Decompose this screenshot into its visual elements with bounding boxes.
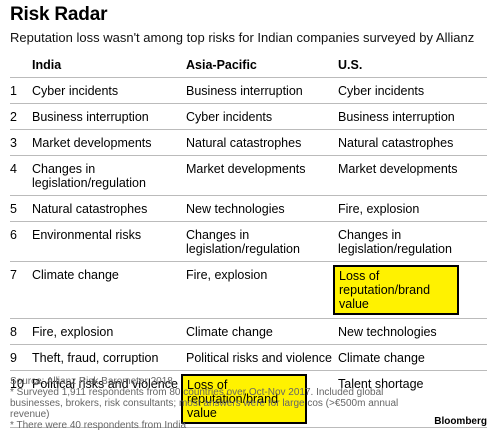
cell-asia-pacific: Market developments (186, 155, 338, 196)
chart-subtitle: Reputation loss wasn't among top risks f… (10, 30, 475, 45)
table-row: 8 Fire, explosion Climate change New techno… (10, 318, 487, 345)
survey-note: * Surveyed 1,911 respondents from 80 cou… (10, 387, 399, 420)
table-row: 3 Market developments Natural catastrophes… (10, 129, 487, 156)
cell-rank: 1 (10, 77, 32, 104)
cell-us: Market developments (338, 155, 487, 196)
cell-asia-pacific: Natural catastrophes (186, 129, 338, 156)
cell-rank: 6 (10, 221, 32, 262)
cell-us: Loss of reputation/brand value (333, 261, 487, 319)
cell-asia-pacific: Loss of reputation/brand value (181, 370, 338, 428)
table-row: 10 Political risks and violence Loss of re… (10, 370, 487, 428)
header-india: India (32, 52, 186, 78)
cell-india: Fire, explosion (32, 318, 186, 345)
table-row: 4 Changes in legislation/regulation Market… (10, 155, 487, 196)
cell-india: Changes in legislation/regulation (32, 155, 186, 196)
cell-india: Business interruption (32, 103, 186, 130)
cell-rank: 7 (10, 261, 32, 319)
cell-rank: 2 (10, 103, 32, 130)
cell-asia-pacific: Cyber incidents (186, 103, 338, 130)
table-row: 1 Cyber incidents Business interruption Cyb… (10, 77, 487, 104)
cell-india: Political risks and violence (32, 370, 186, 428)
source-note: Source: Allianz Risk Barometer 2018 (10, 376, 173, 387)
cell-rank: 5 (10, 195, 32, 222)
cell-asia-pacific: Political risks and violence (186, 344, 338, 371)
highlighted-cell-text: Loss of reputation/brand value (333, 265, 459, 315)
cell-us: Talent shortage (338, 370, 487, 428)
brand-logo: Bloomberg (434, 416, 487, 427)
header-row: India Asia-Pacific U.S. (10, 52, 487, 78)
cell-india: Cyber incidents (32, 77, 186, 104)
risk-table: India Asia-Pacific U.S. 1 Cyber incidents… (10, 52, 487, 428)
cell-asia-pacific: Climate change (186, 318, 338, 345)
cell-india: Theft, fraud, corruption (32, 344, 186, 371)
cell-rank: 4 (10, 155, 32, 196)
cell-rank: 9 (10, 344, 32, 371)
table-body: 1 Cyber incidents Business interruption Cyb… (10, 77, 487, 428)
cell-rank: 10 (10, 370, 32, 428)
table-row: 7 Climate change Fire, explosion Loss of re… (10, 261, 487, 319)
highlighted-cell-text: Loss of reputation/brand value (181, 374, 307, 424)
table-row: 5 Natural catastrophes New technologies Fir… (10, 195, 487, 222)
header-rank (10, 52, 32, 78)
cell-india: Climate change (32, 261, 186, 319)
cell-india: Environmental risks (32, 221, 186, 262)
chart-title: Risk Radar (10, 4, 108, 25)
header-asia-pacific: Asia-Pacific (186, 52, 338, 78)
footer: Source: Allianz Risk Barometer 2018 * Su… (10, 376, 410, 431)
cell-asia-pacific: New technologies (186, 195, 338, 222)
cell-rank: 8 (10, 318, 32, 345)
header-us: U.S. (338, 52, 487, 78)
table-row: 9 Theft, fraud, corruption Political risks… (10, 344, 487, 371)
cell-us: Natural catastrophes (338, 129, 487, 156)
table-row: 2 Business interruption Cyber incidents Bus… (10, 103, 487, 130)
cell-india: Market developments (32, 129, 186, 156)
cell-india: Natural catastrophes (32, 195, 186, 222)
cell-us: Changes in legislation/regulation (338, 221, 487, 262)
cell-asia-pacific: Business interruption (186, 77, 338, 104)
cell-asia-pacific: Changes in legislation/regulation (186, 221, 338, 262)
cell-us: New technologies (338, 318, 487, 345)
india-note: * There were 40 respondents from India (10, 420, 187, 431)
cell-us: Business interruption (338, 103, 487, 130)
cell-rank: 3 (10, 129, 32, 156)
cell-us: Cyber incidents (338, 77, 487, 104)
cell-asia-pacific: Fire, explosion (186, 261, 338, 319)
cell-us: Climate change (338, 344, 487, 371)
table-row: 6 Environmental risks Changes in legislati… (10, 221, 487, 262)
cell-us: Fire, explosion (338, 195, 487, 222)
